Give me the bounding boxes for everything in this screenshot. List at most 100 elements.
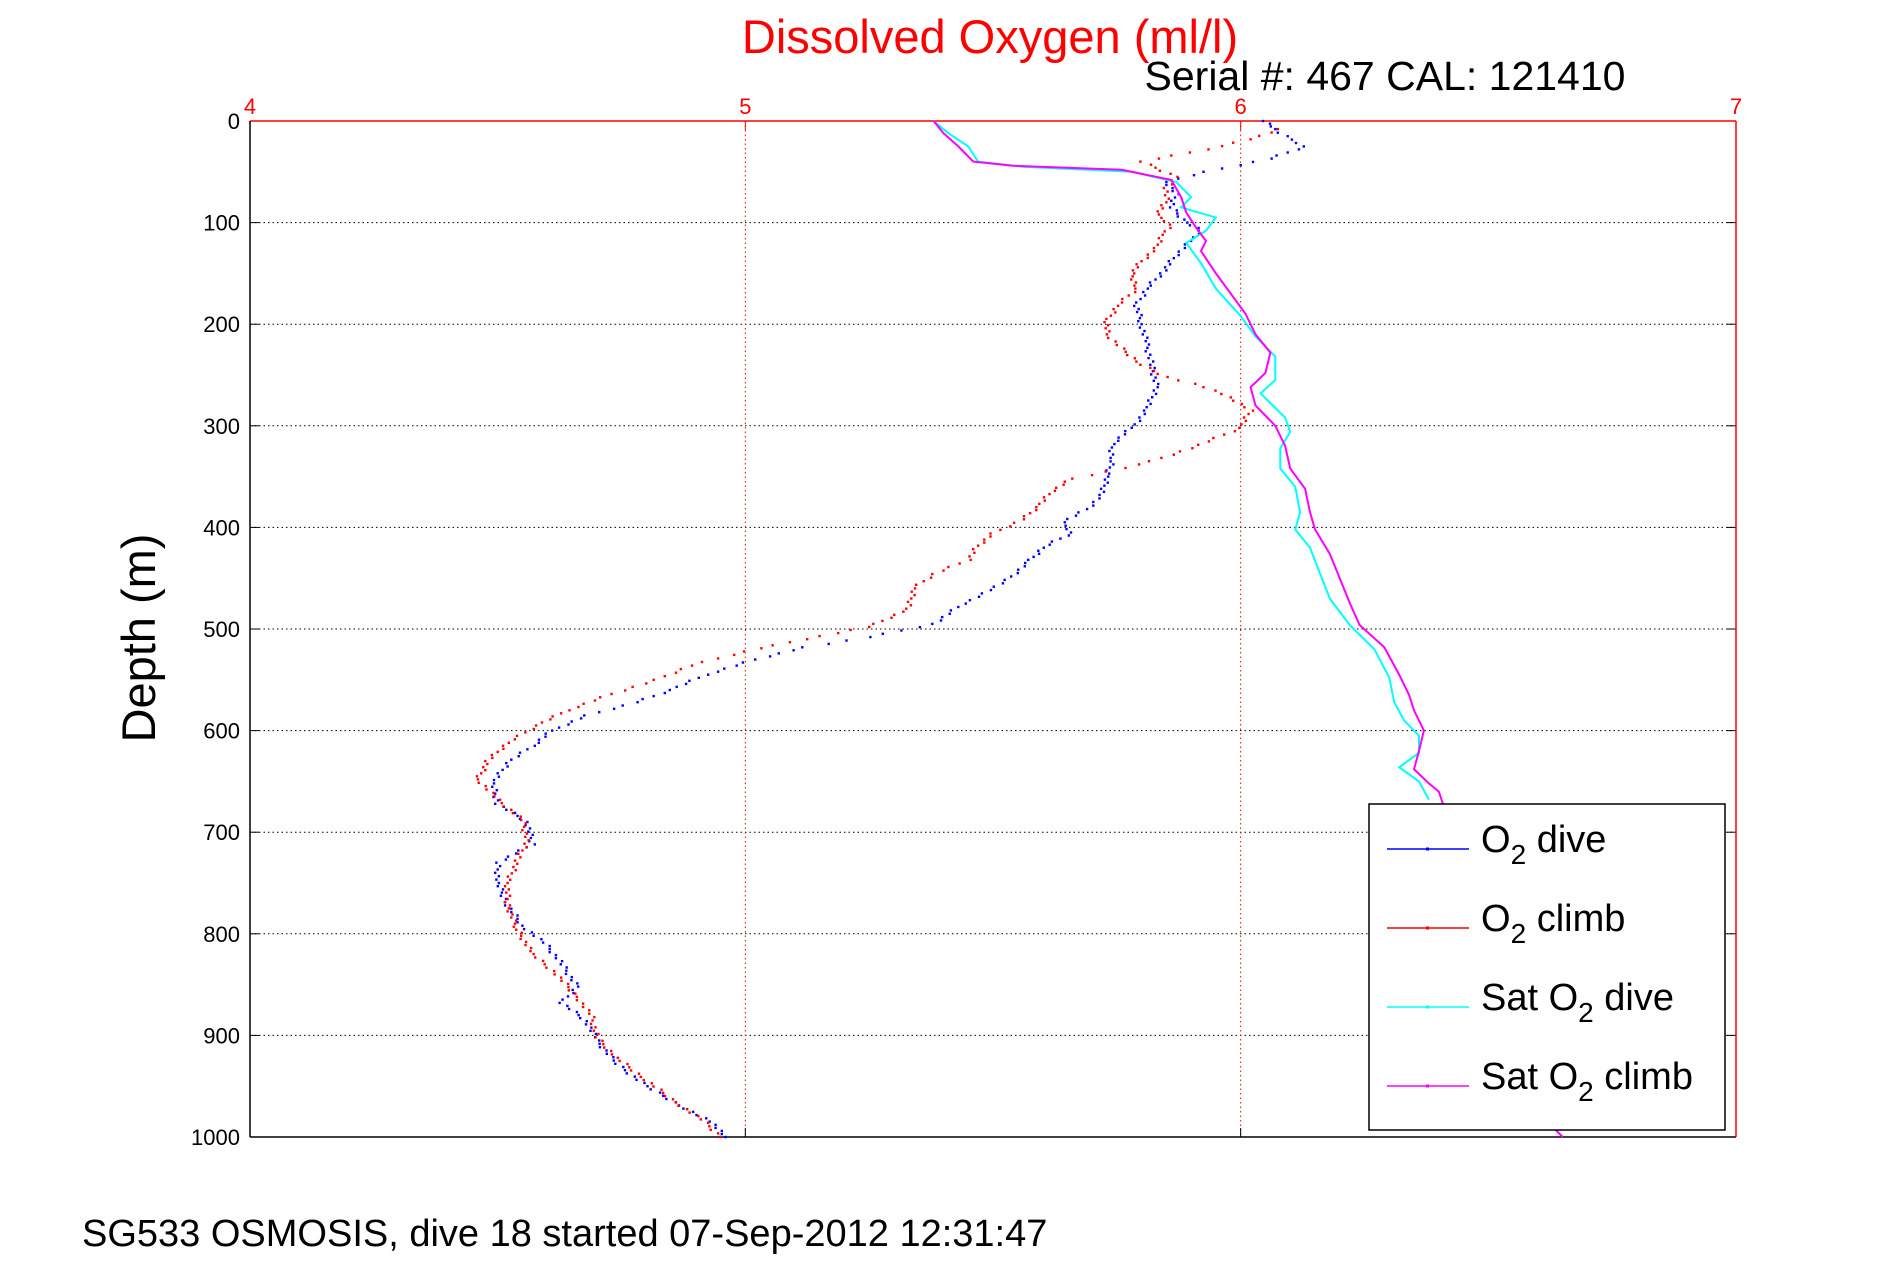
data-point: [1124, 429, 1127, 433]
data-point: [593, 1015, 596, 1019]
data-point: [517, 849, 520, 852]
data-point: [516, 814, 519, 818]
data-point: [1258, 134, 1261, 138]
data-point: [621, 704, 624, 707]
data-point: [496, 772, 499, 775]
data-point: [519, 937, 522, 941]
data-point: [553, 973, 556, 976]
data-point: [506, 910, 509, 913]
data-point: [521, 829, 524, 832]
data-point: [1238, 426, 1241, 429]
data-point: [1108, 472, 1111, 475]
data-point: [1161, 233, 1164, 236]
data-point: [976, 544, 980, 547]
data-point: [510, 808, 513, 811]
data-point: [1146, 336, 1149, 339]
data-point: [1290, 138, 1294, 141]
data-point: [577, 1013, 580, 1017]
data-point: [1172, 202, 1175, 206]
data-point: [529, 836, 533, 840]
data-point: [1137, 307, 1140, 311]
data-point: [1064, 524, 1067, 527]
data-point: [1107, 324, 1110, 327]
data-point: [649, 1088, 652, 1091]
data-point: [1212, 436, 1215, 440]
data-point: [1165, 269, 1168, 272]
data-point: [515, 734, 519, 738]
data-point: [741, 661, 745, 664]
data-point: [628, 1066, 631, 1069]
data-point: [1233, 430, 1237, 433]
data-point: [1144, 339, 1147, 343]
y-tick-label: 900: [203, 1023, 240, 1048]
data-point: [688, 1111, 691, 1114]
data-point: [557, 726, 561, 729]
data-point: [1012, 521, 1016, 524]
data-point: [902, 610, 905, 613]
data-point: [1133, 357, 1137, 360]
data-point: [517, 755, 520, 758]
data-point: [720, 1129, 723, 1133]
data-point: [890, 616, 893, 619]
data-point: [660, 1088, 663, 1091]
data-point: [1183, 246, 1187, 250]
data-point: [491, 756, 494, 760]
data-point: [515, 928, 518, 931]
data-point: [505, 891, 508, 894]
data-point: [622, 1065, 625, 1069]
data-point: [1028, 512, 1032, 515]
data-point: [1151, 396, 1154, 399]
series-sat-o2-dive: [932, 120, 1430, 801]
data-point: [1251, 160, 1255, 164]
data-point: [537, 741, 540, 744]
data-point: [1022, 515, 1026, 518]
data-point: [559, 963, 562, 966]
data-point: [1183, 218, 1186, 221]
data-point: [1147, 356, 1150, 360]
data-point: [1142, 290, 1145, 294]
data-point: [1286, 135, 1289, 138]
data-point: [719, 1135, 722, 1139]
data-point: [1156, 372, 1159, 376]
data-point: [709, 1128, 712, 1132]
data-point: [1105, 333, 1109, 336]
data-point: [1207, 148, 1210, 151]
data-point: [1220, 167, 1224, 170]
data-point: [477, 781, 480, 784]
data-point: [760, 647, 763, 650]
y-tick-label: 500: [203, 617, 240, 642]
data-point: [1156, 210, 1159, 213]
data-point: [1165, 183, 1168, 187]
data-point: [533, 744, 536, 747]
data-point: [1220, 392, 1223, 396]
data-point: [1176, 175, 1179, 179]
data-point: [1136, 266, 1140, 269]
data-point: [1066, 517, 1069, 521]
data-point: [496, 750, 499, 754]
data-point: [561, 998, 564, 1001]
data-point: [1172, 257, 1175, 260]
data-point: [707, 1121, 710, 1124]
data-point: [1172, 453, 1175, 456]
data-point: [1009, 525, 1012, 528]
data-point: [942, 569, 945, 572]
data-point: [572, 991, 575, 995]
data-point: [508, 904, 512, 907]
y-tick-label: 600: [203, 719, 240, 744]
data-point: [1165, 201, 1168, 204]
legend-label: O2 dive: [1481, 819, 1606, 870]
data-point: [496, 799, 500, 802]
axes: 0 100 200 300 400 500 600 700 800 900 1000 4 5 6 7: [191, 94, 1742, 1150]
data-point: [1138, 326, 1142, 329]
data-point: [1062, 483, 1065, 486]
data-point: [612, 1059, 615, 1062]
data-point: [1038, 502, 1041, 505]
data-point: [598, 1039, 601, 1042]
data-point: [541, 959, 545, 963]
data-point: [1274, 127, 1277, 131]
data-point: [565, 969, 568, 972]
data-point: [724, 1135, 727, 1139]
data-point: [508, 894, 512, 897]
data-point: [486, 762, 489, 766]
data-point: [501, 888, 505, 891]
